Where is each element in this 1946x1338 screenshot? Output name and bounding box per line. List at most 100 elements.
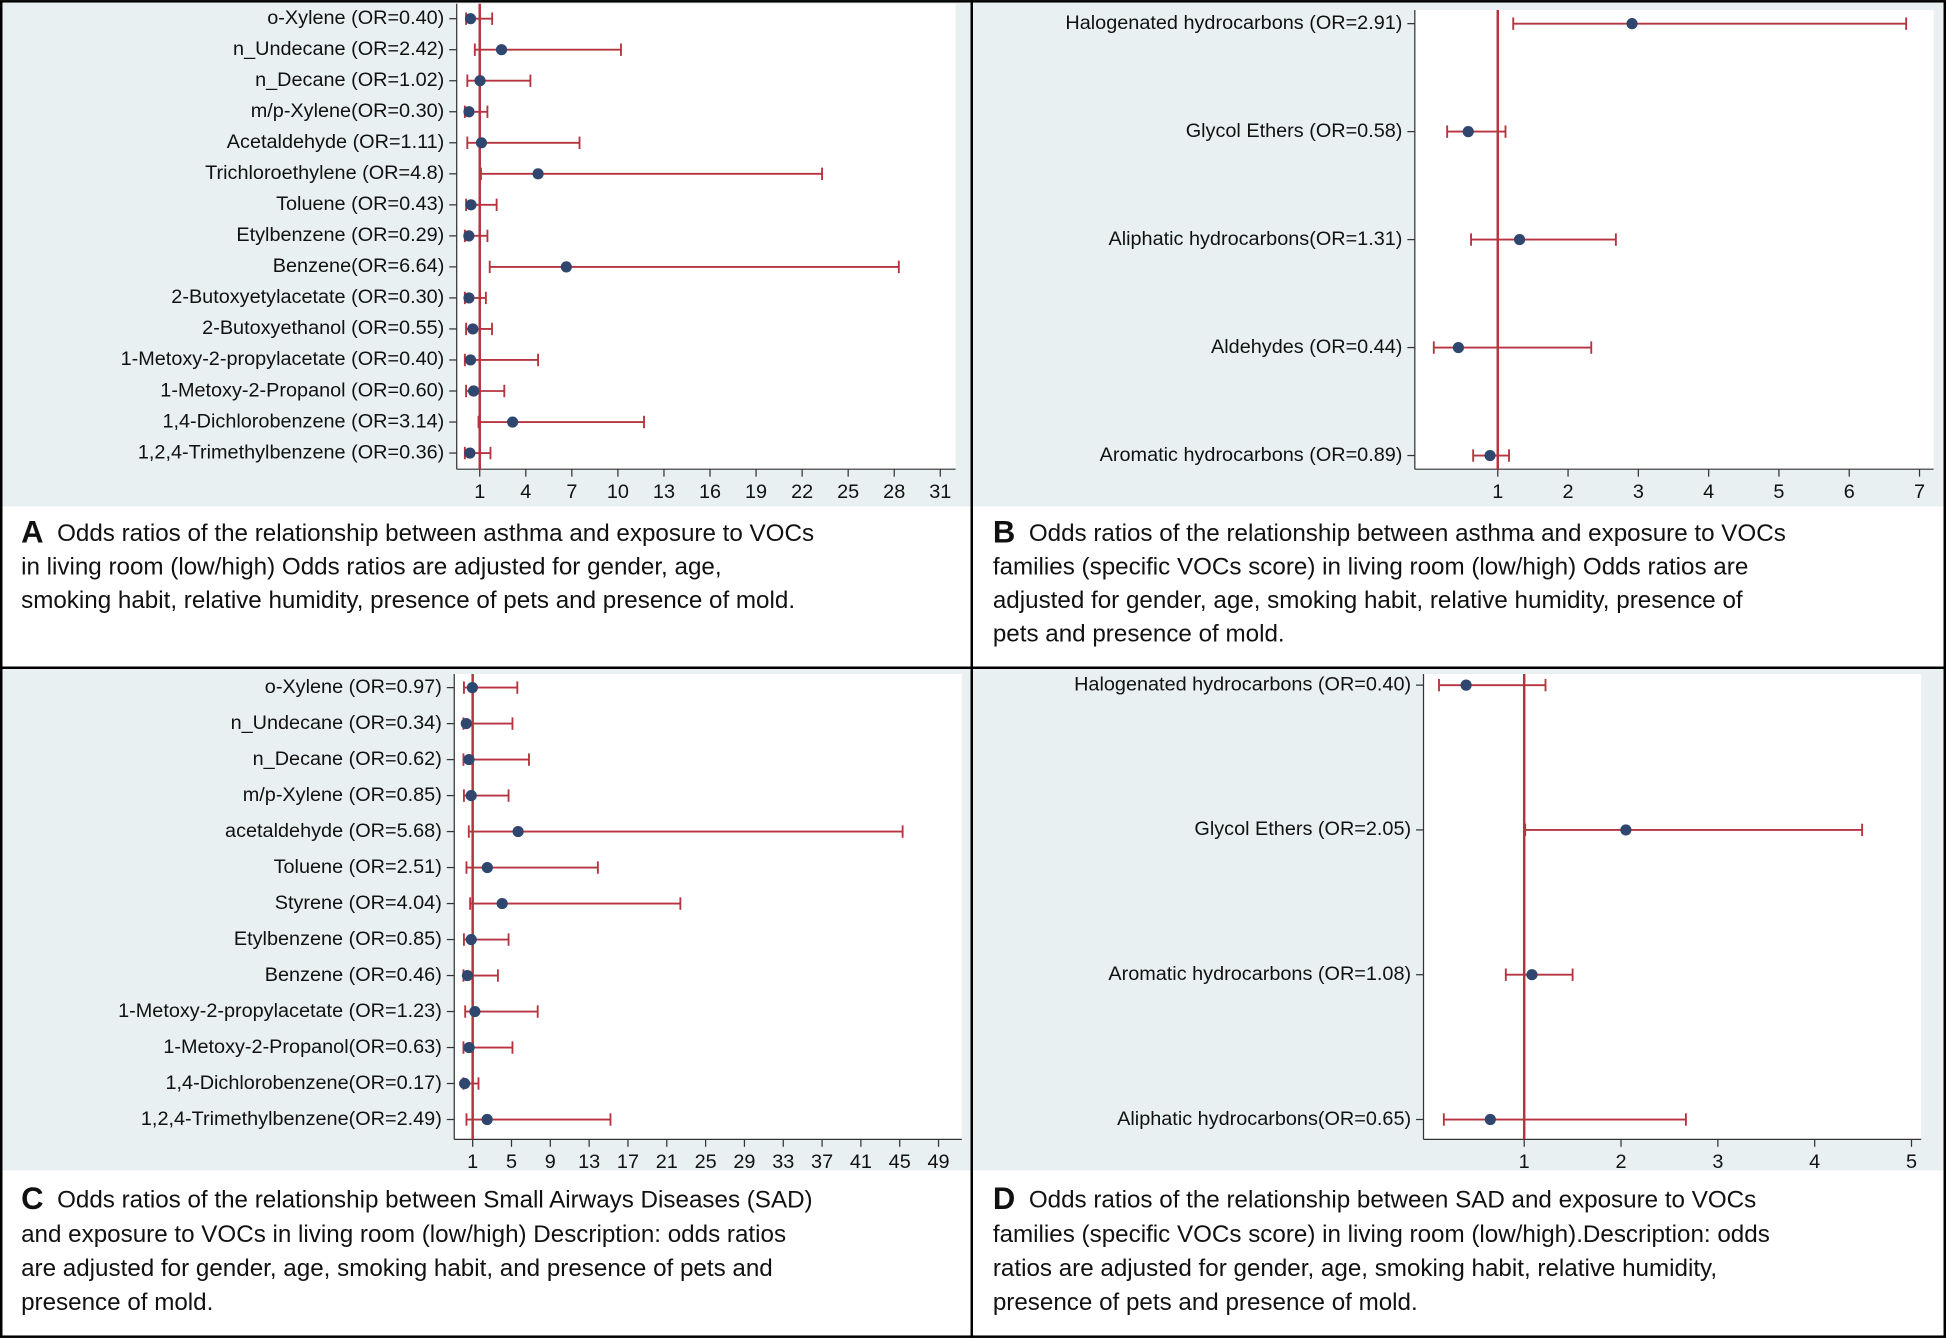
point-estimate	[465, 933, 477, 946]
caption-line: presence of mold.	[21, 1289, 213, 1316]
caption-line: Odds ratios of the relationship between …	[1029, 1187, 1756, 1214]
category-label: o-Xylene (OR=0.40)	[267, 7, 444, 29]
point-estimate	[465, 790, 477, 802]
panel-label: C	[21, 1181, 43, 1216]
caption-line: families (specific VOCs score) in living…	[993, 554, 1748, 581]
x-tick-label: 3	[1633, 481, 1644, 503]
x-tick-label: 25	[837, 481, 859, 503]
panel-label: D	[993, 1181, 1015, 1216]
x-tick-label: 4	[1809, 1151, 1820, 1173]
x-tick-label: 1	[1492, 481, 1503, 503]
point-estimate	[464, 354, 477, 366]
category-label: Toluene (OR=0.43)	[276, 193, 444, 215]
point-estimate	[1484, 1113, 1496, 1126]
x-tick-label: 2	[1563, 481, 1574, 503]
category-label: 1-Metoxy-2-Propanol (OR=0.60)	[160, 379, 444, 401]
point-estimate	[463, 106, 475, 118]
x-tick-label: 5	[1906, 1151, 1917, 1173]
x-tick-label: 9	[545, 1151, 556, 1173]
point-estimate	[1452, 341, 1464, 354]
point-estimate	[460, 718, 472, 730]
caption-line: ratios are adjusted for gender, age, smo…	[993, 1255, 1717, 1282]
x-tick-label: 7	[1914, 481, 1925, 503]
x-tick-label: 3	[1712, 1151, 1723, 1173]
category-label: n_Undecane (OR=0.34)	[231, 712, 442, 734]
x-tick-label: 17	[617, 1151, 639, 1173]
x-tick-label: 2	[1616, 1151, 1627, 1173]
x-tick-label: 4	[520, 481, 531, 503]
point-estimate	[475, 137, 488, 149]
x-tick-label: 1	[1519, 1151, 1530, 1173]
caption-line: and exposure to VOCs in living room (low…	[21, 1221, 786, 1248]
point-estimate	[467, 323, 479, 335]
point-estimate	[1513, 234, 1526, 246]
point-estimate	[507, 416, 519, 428]
category-label: Glycol Ethers (OR=0.58)	[1186, 120, 1403, 142]
plot-area	[1423, 673, 1922, 1140]
category-label: 2-Butoxyethanol (OR=0.55)	[202, 317, 444, 339]
category-label: Aliphatic hydrocarbons(OR=0.65)	[1117, 1108, 1411, 1130]
category-label: n_Undecane (OR=2.42)	[233, 38, 444, 60]
caption-line: smoking habit, relative humidity, presen…	[21, 587, 795, 614]
category-label: Acetaldehyde (OR=1.11)	[227, 131, 444, 153]
point-estimate	[468, 385, 480, 397]
point-estimate	[481, 1113, 493, 1126]
category-label: Benzene(OR=6.64)	[273, 255, 445, 277]
x-tick-label: 22	[791, 481, 813, 503]
x-tick-label: 28	[883, 481, 905, 503]
x-tick-label: 49	[927, 1151, 949, 1173]
category-label: Aliphatic hydrocarbons(OR=1.31)	[1108, 228, 1402, 250]
x-tick-label: 29	[733, 1151, 755, 1173]
caption-line: in living room (low/high) Odds ratios ar…	[21, 554, 721, 581]
category-label: Aromatic hydrocarbons (OR=1.08)	[1108, 963, 1411, 985]
point-estimate	[463, 1041, 475, 1054]
point-estimate	[1626, 18, 1638, 30]
category-label: n_Decane (OR=0.62)	[253, 748, 442, 770]
category-label: 1-Metoxy-2-propylacetate (OR=0.40)	[121, 348, 445, 370]
category-label: o-Xylene (OR=0.97)	[265, 676, 442, 698]
category-label: Benzene (OR=0.46)	[265, 964, 442, 986]
point-estimate	[465, 199, 477, 211]
panel-label: B	[993, 514, 1015, 549]
x-tick-label: 10	[607, 481, 629, 503]
category-label: 1-Metoxy-2-propylacetate (OR=1.23)	[118, 1000, 442, 1022]
x-tick-label: 41	[850, 1151, 872, 1173]
category-label: n_Decane (OR=1.02)	[255, 69, 444, 91]
category-label: Styrene (OR=4.04)	[275, 892, 442, 914]
x-tick-label: 1	[467, 1151, 478, 1173]
category-label: m/p-Xylene(OR=0.30)	[251, 100, 445, 122]
point-estimate	[459, 1077, 471, 1090]
point-estimate	[512, 825, 524, 838]
caption-line: families (specific VOCs score) in living…	[993, 1221, 1770, 1248]
point-estimate	[560, 261, 572, 273]
category-label: Halogenated hydrocarbons (OR=0.40)	[1074, 673, 1411, 695]
plot-area	[456, 3, 956, 470]
point-estimate	[1460, 679, 1472, 691]
point-estimate	[463, 754, 475, 766]
x-tick-label: 6	[1844, 481, 1855, 503]
point-estimate	[495, 44, 508, 56]
x-tick-label: 1	[474, 481, 485, 503]
x-tick-label: 4	[1703, 481, 1714, 503]
panel-label: A	[21, 514, 43, 549]
point-estimate	[1526, 969, 1538, 981]
x-tick-label: 31	[929, 481, 951, 503]
category-label: Etylbenzene (OR=0.29)	[236, 224, 444, 246]
category-label: 1-Metoxy-2-Propanol(OR=0.63)	[163, 1036, 441, 1058]
caption-line: adjusted for gender, age, smoking habit,…	[993, 587, 1743, 614]
caption-line: are adjusted for gender, age, smoking ha…	[21, 1255, 773, 1282]
point-estimate	[461, 969, 474, 982]
point-estimate	[466, 682, 478, 694]
category-label: Etylbenzene (OR=0.85)	[234, 928, 442, 950]
point-estimate	[1620, 824, 1632, 836]
point-estimate	[1484, 449, 1496, 462]
category-label: Trichloroethylene (OR=4.8)	[205, 162, 444, 184]
point-estimate	[464, 13, 477, 25]
point-estimate	[463, 292, 475, 304]
x-tick-label: 25	[695, 1151, 717, 1173]
x-tick-label: 5	[1773, 481, 1784, 503]
point-estimate	[481, 861, 493, 874]
x-tick-label: 13	[653, 481, 675, 503]
x-tick-label: 45	[889, 1151, 911, 1173]
